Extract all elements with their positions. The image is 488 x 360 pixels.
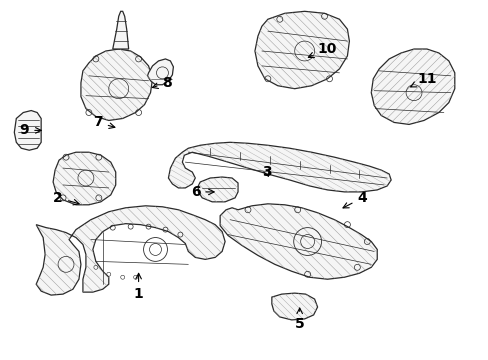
Text: 2: 2: [53, 191, 79, 205]
Polygon shape: [14, 111, 41, 150]
Polygon shape: [370, 49, 454, 125]
Polygon shape: [113, 11, 128, 49]
Text: 7: 7: [93, 116, 115, 130]
Polygon shape: [147, 59, 173, 85]
Text: 8: 8: [152, 76, 172, 90]
Polygon shape: [220, 204, 376, 279]
Polygon shape: [254, 11, 349, 89]
Text: 10: 10: [308, 42, 336, 58]
Text: 11: 11: [410, 72, 436, 87]
Polygon shape: [81, 49, 152, 121]
Polygon shape: [271, 293, 317, 320]
Text: 1: 1: [133, 273, 143, 301]
Text: 6: 6: [190, 185, 214, 199]
Polygon shape: [168, 142, 390, 192]
Polygon shape: [198, 177, 238, 202]
Polygon shape: [53, 152, 116, 205]
Text: 9: 9: [20, 123, 41, 138]
Polygon shape: [36, 206, 224, 295]
Text: 4: 4: [342, 191, 366, 208]
Text: 5: 5: [294, 308, 304, 331]
Text: 3: 3: [262, 165, 271, 179]
